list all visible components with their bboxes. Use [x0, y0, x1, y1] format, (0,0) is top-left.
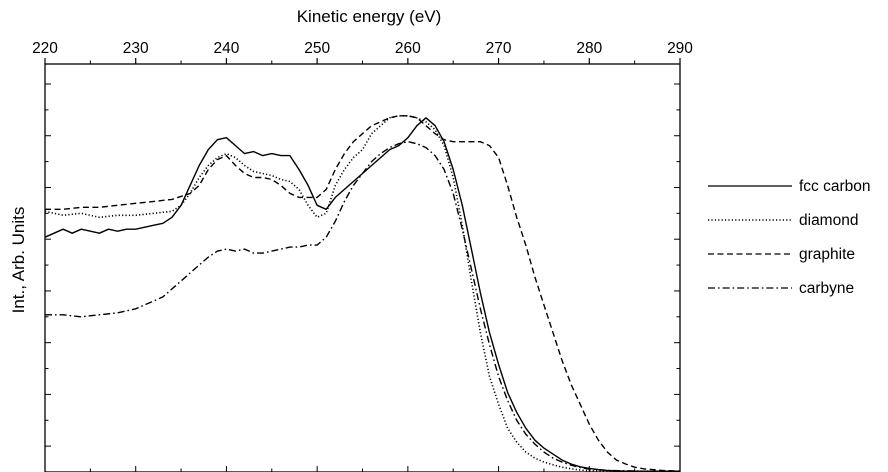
legend-label: graphite	[799, 246, 855, 263]
x-tick-label: 240	[213, 40, 239, 57]
x-tick-label: 220	[32, 40, 58, 57]
x-tick-label: 260	[395, 40, 421, 57]
legend-label: fcc carbon	[799, 178, 871, 195]
series-line-diamond	[44, 115, 680, 472]
series-line-fcc-carbon	[44, 117, 680, 472]
series-line-graphite	[45, 115, 681, 472]
x-tick-label: 280	[576, 40, 602, 57]
x-ticks: 220 230 240 250 260 270 280 290	[32, 40, 693, 472]
legend: fcc carbon diamond graphite carbyne	[708, 178, 871, 297]
legend-label: diamond	[799, 212, 858, 229]
x-tick-label: 290	[667, 40, 693, 57]
series-line-carbyne	[45, 141, 680, 472]
y-axis-label: Int., Arb. Units	[9, 207, 28, 314]
x-axis-label: Kinetic energy (eV)	[297, 7, 442, 26]
plot-frame	[44, 63, 681, 472]
legend-label: carbyne	[799, 280, 854, 297]
x-tick-label: 230	[123, 40, 149, 57]
x-tick-label: 270	[486, 40, 512, 57]
x-tick-label: 250	[304, 40, 330, 57]
series-layer	[44, 115, 681, 472]
